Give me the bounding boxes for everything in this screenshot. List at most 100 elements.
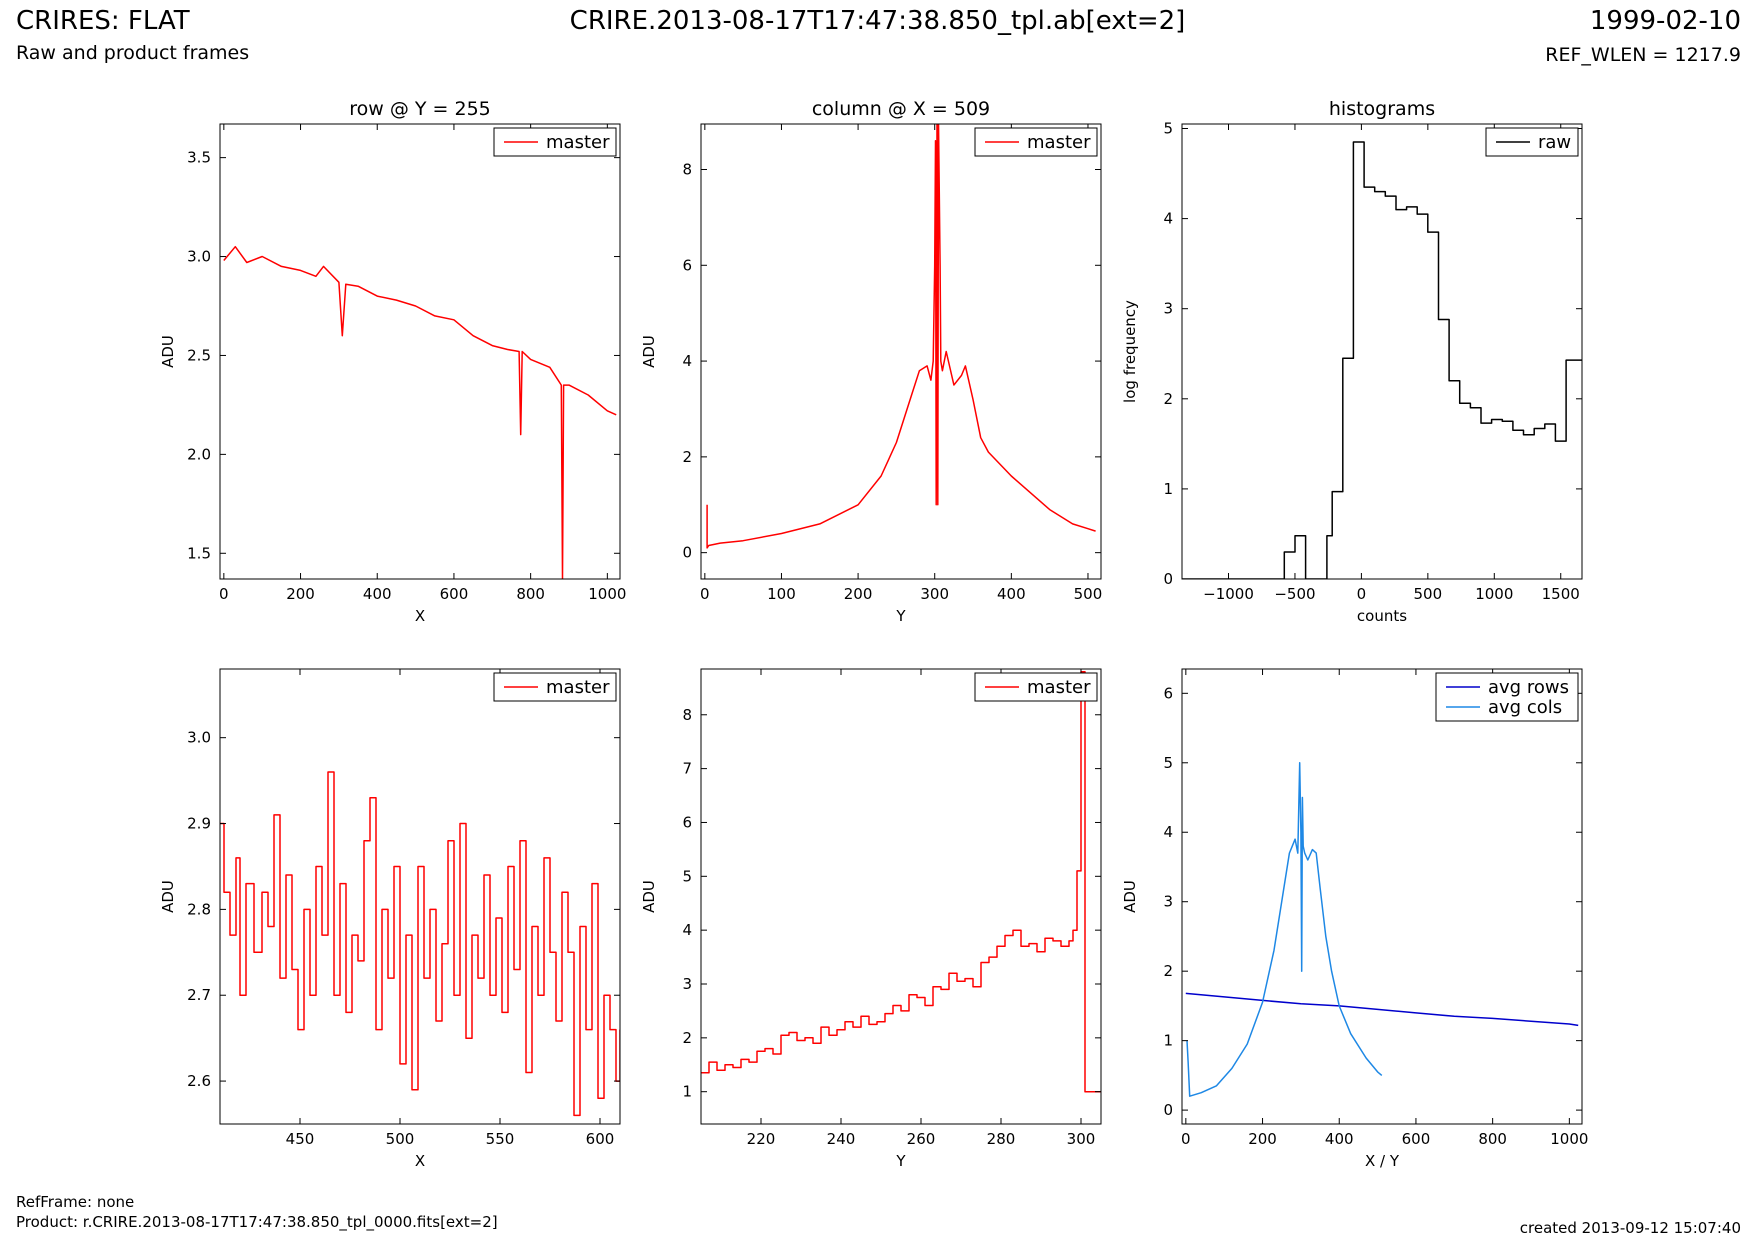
legend: master: [974, 672, 1098, 702]
plot-frame: [219, 123, 621, 580]
plot-area: [223, 245, 617, 579]
x-tick-label: 1000: [1475, 585, 1513, 603]
x-tick-label: 600: [440, 585, 469, 603]
series-line: [1182, 141, 1582, 579]
y-tick-label: 2.5: [187, 346, 211, 364]
report-subtitle: Raw and product frames: [16, 42, 250, 64]
x-tick-label: 300: [1067, 1130, 1096, 1148]
y-axis-label: ADU: [159, 335, 177, 368]
x-tick-label: 600: [586, 1130, 615, 1148]
plot-frame: [700, 668, 1102, 1125]
x-tick-label: 400: [997, 585, 1026, 603]
chart-title: histograms: [1329, 98, 1435, 120]
series-line: [220, 771, 620, 1117]
chart-row-zoom: 450 500 550 600 2.6 2.7 2.8 2.9 3.0 X ADU master: [159, 668, 621, 1170]
y-tick-label: 1.5: [187, 544, 211, 562]
y-tick-label: 5: [1163, 120, 1173, 138]
legend: master: [974, 127, 1098, 157]
legend-box: [974, 127, 1098, 157]
x-tick-label: 200: [286, 585, 315, 603]
series-line: [223, 245, 617, 579]
x-tick-label: 100: [767, 585, 796, 603]
file-name: CRIRE.2013-08-17T17:47:38.850_tpl.ab[ext…: [569, 6, 1186, 36]
legend-label: master: [1027, 132, 1091, 153]
legend: raw: [1485, 127, 1579, 157]
y-tick-label: 8: [682, 706, 692, 724]
x-axis-label: X: [415, 607, 425, 625]
report-date: 1999-02-10: [1589, 6, 1741, 36]
x-tick-label: 220: [747, 1130, 776, 1148]
x-tick-label: 1000: [1550, 1130, 1588, 1148]
chart-title: row @ Y = 255: [349, 98, 491, 120]
y-tick-label: 2: [1163, 962, 1173, 980]
legend-box: [1435, 672, 1579, 722]
legend: master: [493, 127, 617, 157]
chart-column-profile: column @ X = 509 0 100 200 300 400 500 0 2 4 6 8 Y AD…: [640, 98, 1102, 625]
x-tick-label: 600: [1402, 1130, 1431, 1148]
y-tick-label: 4: [682, 352, 692, 370]
created-note: created 2013-09-12 15:07:40: [1519, 1219, 1741, 1237]
y-tick-label: 2.9: [187, 815, 211, 833]
y-tick-label: 5: [1163, 754, 1173, 772]
x-tick-label: 800: [1478, 1130, 1507, 1148]
y-tick-label: 1: [1163, 1032, 1173, 1050]
y-tick-label: 4: [1163, 823, 1173, 841]
x-axis-label: counts: [1357, 607, 1407, 625]
x-tick-label: −500: [1274, 585, 1315, 603]
plot-frame: [1181, 668, 1583, 1125]
x-tick-label: 400: [1325, 1130, 1354, 1148]
x-tick-label: 280: [987, 1130, 1016, 1148]
plot-area: [1185, 762, 1579, 1097]
plot-area: [220, 771, 620, 1117]
y-tick-label: 4: [682, 921, 692, 939]
plot-frame: [1181, 123, 1583, 580]
y-tick-label: 0: [1163, 570, 1173, 588]
plot-frame: [219, 668, 621, 1125]
y-tick-label: 6: [682, 813, 692, 831]
plot-area: [706, 124, 1096, 549]
legend-label: master: [546, 677, 610, 698]
x-tick-label: 1000: [588, 585, 626, 603]
y-axis-label: ADU: [640, 335, 658, 368]
y-axis-label: ADU: [640, 880, 658, 913]
y-tick-label: 1: [682, 1083, 692, 1101]
chart-histograms: histograms −1000 −500 0 500 1000 1500 0 1 2 3 4 5 cou…: [1121, 98, 1583, 625]
chart-title: column @ X = 509: [812, 98, 990, 120]
ref-frame-note: RefFrame: none: [16, 1193, 135, 1211]
legend: master: [493, 672, 617, 702]
x-tick-label: 300: [920, 585, 949, 603]
legend-label: master: [546, 132, 610, 153]
y-tick-label: 4: [1163, 210, 1173, 228]
x-tick-label: 200: [844, 585, 873, 603]
chart-column-zoom: 220 240 260 280 300 1 2 3 4 5 6 7 8 Y ADU master: [640, 668, 1102, 1170]
y-tick-label: 2: [682, 448, 692, 466]
y-tick-label: 3.5: [187, 149, 211, 167]
series-line: [701, 670, 1101, 1093]
series-line: [1185, 992, 1579, 1027]
y-tick-label: 8: [682, 161, 692, 179]
x-tick-label: 0: [700, 585, 710, 603]
y-axis-label: ADU: [159, 880, 177, 913]
x-tick-label: 260: [907, 1130, 936, 1148]
chart-row-profile: row @ Y = 255 0 200 400 600 800 1000 1.5 2.0 2.5 3…: [159, 98, 626, 625]
y-tick-label: 2.7: [187, 986, 211, 1004]
y-tick-label: 3.0: [187, 729, 211, 747]
legend-label: avg rows: [1488, 677, 1569, 698]
y-tick-label: 0: [1163, 1101, 1173, 1119]
x-axis-label: X / Y: [1365, 1152, 1400, 1170]
y-tick-label: 7: [682, 760, 692, 778]
y-tick-label: 0: [682, 544, 692, 562]
x-tick-label: 500: [1074, 585, 1103, 603]
report-title: CRIRES: FLAT: [16, 6, 190, 36]
y-tick-label: 6: [1163, 684, 1173, 702]
plot-frame: [700, 123, 1102, 580]
y-tick-label: 1: [1163, 480, 1173, 498]
product-note: Product: r.CRIRE.2013-08-17T17:47:38.850…: [16, 1213, 498, 1231]
y-tick-label: 3: [1163, 300, 1173, 318]
x-tick-label: −1000: [1203, 585, 1254, 603]
x-tick-label: 0: [1357, 585, 1367, 603]
series-line: [1186, 762, 1383, 1097]
y-axis-label: log frequency: [1121, 300, 1139, 403]
y-tick-label: 3.0: [187, 248, 211, 266]
